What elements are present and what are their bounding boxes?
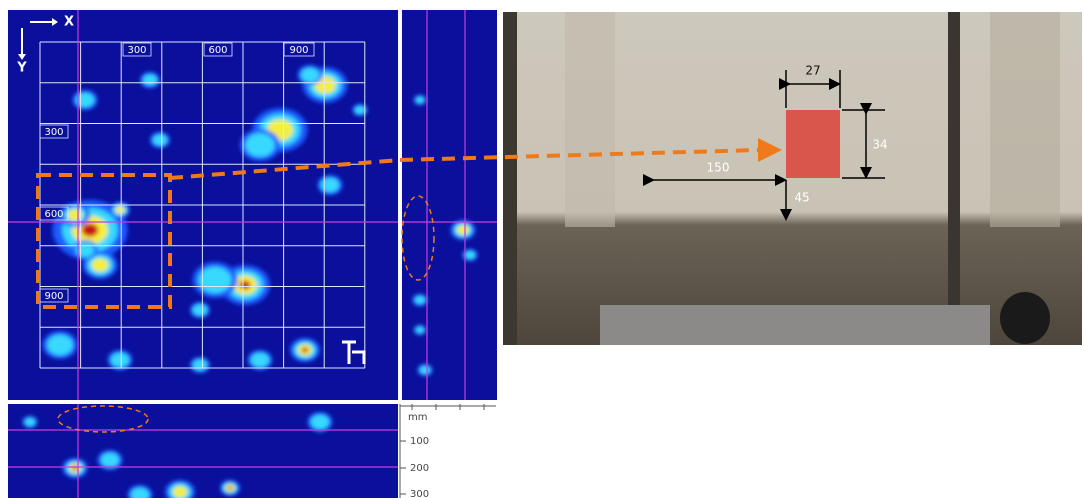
reflection-blob (153, 134, 168, 146)
y-tick-label: 600 (44, 209, 63, 220)
reflection-blob (457, 225, 469, 235)
reflection-blob (193, 304, 208, 316)
reflection-blob (354, 106, 365, 115)
reflection-blob (415, 96, 424, 103)
y-tick-label: 900 (44, 291, 63, 302)
reflection-blob (193, 359, 208, 371)
scan-side-view (402, 10, 497, 400)
y-tick-label: 300 (44, 127, 63, 138)
reflection-blob (101, 453, 120, 468)
x-axis-label: X (64, 15, 74, 30)
scale-label: 200 (410, 463, 429, 474)
reflection-blob (415, 326, 424, 333)
reflection-blob (143, 74, 158, 86)
reflection-blob (321, 178, 340, 193)
wall-pillar (990, 12, 1060, 227)
target-area (786, 110, 840, 178)
reflection-blob (301, 68, 320, 83)
reflection-blob (464, 251, 475, 260)
reflection-blob (198, 267, 231, 294)
reflection-blob (311, 415, 330, 430)
scan-front-view (8, 404, 398, 498)
reflection-blob (92, 258, 109, 271)
reflection-blob (173, 486, 187, 498)
dim-label: 34 (872, 138, 887, 152)
scale-label: 100 (410, 436, 429, 447)
reflection-blob (251, 353, 270, 368)
reflection-blob (47, 335, 73, 356)
reflection-blob (228, 486, 232, 490)
reflection-blob (240, 281, 251, 290)
x-tick-label: 600 (208, 45, 227, 56)
reflection-blob (414, 296, 425, 305)
dim-label: 27 (805, 64, 820, 78)
backpack (1000, 292, 1050, 344)
gravel (600, 305, 990, 345)
reflection-blob (68, 209, 82, 221)
x-tick-label: 900 (289, 45, 308, 56)
reflection-blob (24, 418, 35, 427)
reflection-blob (419, 366, 430, 375)
wall-photo: 27 34 150 45 (503, 12, 1082, 345)
drainpipe (948, 12, 960, 312)
reflection-blob (82, 223, 99, 236)
dim-label: 150 (707, 161, 730, 175)
dim-label: 45 (794, 191, 809, 205)
reflection-blob (111, 353, 130, 368)
y-axis-label: Y (16, 61, 27, 76)
photo-edge (503, 12, 517, 345)
wall-stain (565, 12, 615, 227)
scale-label: 300 (410, 489, 429, 498)
reflection-blob (302, 347, 309, 352)
reflection-blob (115, 206, 125, 214)
reflection-blob (245, 133, 275, 157)
x-tick-label: 300 (127, 45, 146, 56)
figure: 300 600 900 300 600 900 X Y mm 100 200 3… (0, 0, 1084, 498)
scale-unit: mm (408, 412, 427, 423)
